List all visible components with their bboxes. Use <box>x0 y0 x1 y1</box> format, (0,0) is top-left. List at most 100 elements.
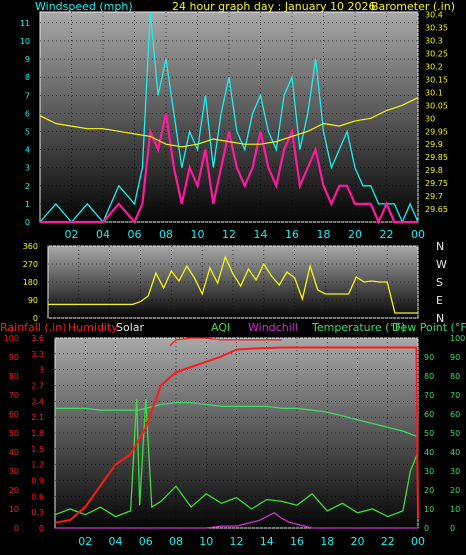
baro-y-tick: 29.65 <box>425 205 448 214</box>
baro-y-tick: 29.8 <box>425 166 443 175</box>
baro-y-tick: 30.25 <box>425 49 448 58</box>
dir-compass-label: N <box>436 312 444 325</box>
humidity-y-tick: 30 <box>9 467 19 476</box>
baro-y-tick: 30 <box>425 114 435 123</box>
humidity-y-tick: 0 <box>14 524 19 533</box>
wind-x-tick: 12 <box>222 228 236 241</box>
aqi-y-tick: 50 <box>450 429 460 438</box>
humidity-line <box>169 337 282 347</box>
wind-y-tick: 3 <box>25 164 30 173</box>
legend-aqi: AQI <box>211 321 230 334</box>
wind-y-tick: 6 <box>25 109 30 118</box>
baro-y-tick: 29.75 <box>425 179 448 188</box>
rain-x-tick: 20 <box>351 535 365 548</box>
rain-x-tick: 02 <box>78 535 92 548</box>
legend-rainfall: Rainfall (.in) <box>0 321 67 334</box>
header-right: Barometer (.in) <box>371 0 455 13</box>
temp-y-tick: 70 <box>424 391 434 400</box>
baro-y-tick: 30.3 <box>425 37 443 46</box>
rain-x-tick: 10 <box>199 535 213 548</box>
rain-x-tick: 18 <box>320 535 334 548</box>
temp-y-tick: 0 <box>424 524 429 533</box>
rain-y-tick: 0.9 <box>31 477 44 486</box>
wind-y-tick: 2 <box>25 182 30 191</box>
header-left: Windspeed (mph) <box>35 0 133 13</box>
legend-windchill: Windchill <box>248 321 298 334</box>
dir-compass-label: N <box>436 240 444 253</box>
dir-compass-label: W <box>436 258 447 271</box>
humidity-y-tick: 40 <box>9 448 19 457</box>
rain-y-tick: 3.6 <box>31 334 44 343</box>
aqi-y-tick: 20 <box>450 486 460 495</box>
temp-y-tick: 10 <box>424 505 434 514</box>
humidity-y-tick: 60 <box>9 410 19 419</box>
humidity-y-tick: 80 <box>9 372 19 381</box>
rain-x-tick: 22 <box>381 535 395 548</box>
aqi-y-tick: 60 <box>450 410 460 419</box>
direction-series <box>48 255 418 314</box>
rain-y-tick: 3 <box>39 366 44 375</box>
wind-x-tick: 00 <box>411 228 425 241</box>
rain-y-tick: 0 <box>39 524 44 533</box>
rain-y-tick: 2.1 <box>31 413 44 422</box>
baro-y-tick: 29.85 <box>425 153 448 162</box>
rain-x-tick: 14 <box>260 535 274 548</box>
rainfall-line <box>54 346 419 524</box>
aqi-y-tick: 80 <box>450 372 460 381</box>
dir-compass-label: S <box>436 276 443 289</box>
baro-y-tick: 29.9 <box>425 140 443 149</box>
wind-x-tick: 22 <box>380 228 394 241</box>
rain-temp-ticks: 02 04 06 08 10 12 14 16 18 20 22 003.63.332.72.42.1… <box>4 334 466 548</box>
wind-y-tick: 7 <box>25 91 30 100</box>
humidity-y-tick: 90 <box>9 353 19 362</box>
rain-x-tick: 12 <box>230 535 244 548</box>
rain-y-tick: 2.4 <box>31 397 44 406</box>
baro-y-tick: 30.1 <box>425 88 443 97</box>
temperature-line <box>55 401 419 438</box>
wind-avg-line <box>40 113 418 225</box>
baro-y-tick: 29.7 <box>425 192 443 201</box>
temp-y-tick: 60 <box>424 410 434 419</box>
aqi-y-tick: 0 <box>450 524 455 533</box>
rain-temp-series <box>54 337 419 529</box>
wind-x-tick: 06 <box>128 228 142 241</box>
humidity-y-tick: 100 <box>4 334 19 343</box>
wind-y-tick: 5 <box>25 127 30 136</box>
baro-y-tick: 30.05 <box>425 101 448 110</box>
rain-y-tick: 1.2 <box>31 461 44 470</box>
wind-y-tick: 1 <box>25 200 30 209</box>
wind-x-tick: 02 <box>65 228 79 241</box>
legend-dewpoint: Dew Point (°F) <box>392 321 466 334</box>
wind-y-tick: 10 <box>20 37 30 46</box>
wind-y-tick: 9 <box>25 55 30 64</box>
wind-y-tick: 4 <box>25 146 30 155</box>
aqi-y-tick: 10 <box>450 505 460 514</box>
baro-y-tick: 29.95 <box>425 127 448 136</box>
aqi-y-tick: 90 <box>450 353 460 362</box>
temp-y-tick: 20 <box>424 486 434 495</box>
dir-y-tick: 270 <box>23 260 38 269</box>
wind-x-tick: 18 <box>317 228 331 241</box>
humidity-y-tick: 20 <box>9 486 19 495</box>
wind-baro-series <box>39 11 419 225</box>
dir-y-tick: 0 <box>33 314 38 323</box>
legend-solar: Solar <box>116 321 145 334</box>
wind-x-tick: 08 <box>159 228 173 241</box>
humidity-y-tick: 70 <box>9 391 19 400</box>
humidity-y-tick: 50 <box>9 429 19 438</box>
rain-y-tick: 1.8 <box>31 429 44 438</box>
direction-grid <box>48 245 419 319</box>
rain-x-tick: 00 <box>411 535 425 548</box>
aqi-y-tick: 70 <box>450 391 460 400</box>
baro-y-tick: 30.2 <box>425 62 443 71</box>
temp-y-tick: 30 <box>424 467 434 476</box>
direction-line <box>48 255 418 314</box>
wind-gust-line <box>39 11 419 224</box>
rain-y-tick: 2.7 <box>31 382 44 391</box>
baro-y-tick: 30.35 <box>425 24 448 33</box>
wind-x-tick: 04 <box>96 228 110 241</box>
rain-x-tick: 16 <box>290 535 304 548</box>
windchill-line <box>55 512 418 529</box>
